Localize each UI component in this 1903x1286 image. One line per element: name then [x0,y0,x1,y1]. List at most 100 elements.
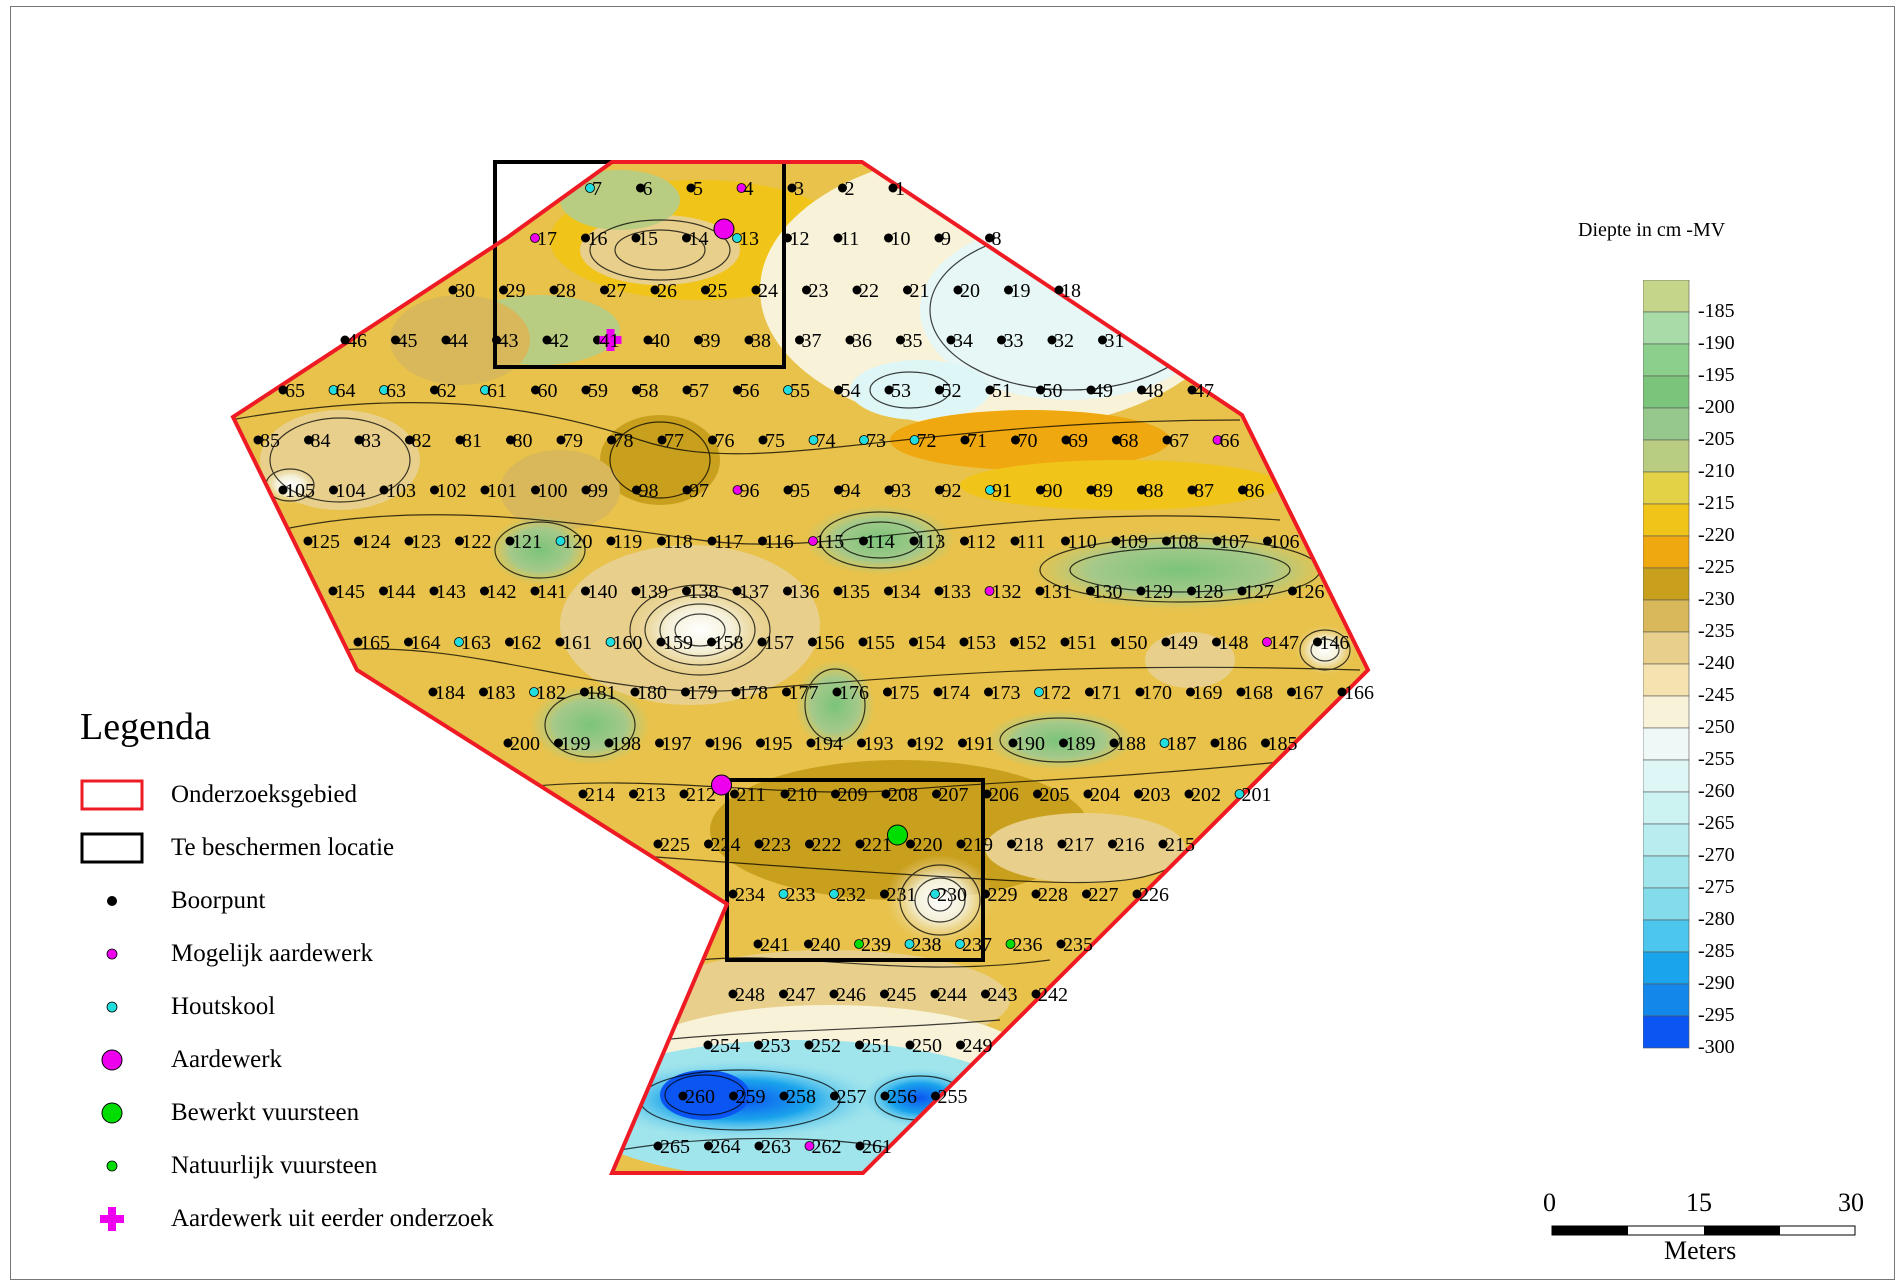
boorpunt-label: 96 [740,480,760,502]
boorpunt-label: 241 [760,934,790,956]
boorpunt-label: 239 [861,934,891,956]
boorpunt-28: 28 [549,280,576,302]
boorpunt-dot [679,789,689,799]
boorpunt-204: 204 [1083,784,1120,806]
boorpunt-19: 19 [1004,280,1031,302]
boorpunt-31: 31 [1098,330,1125,352]
boorpunt-63: 63 [379,380,406,402]
boorpunt-29: 29 [499,280,526,302]
boorpunt-244: 244 [930,984,967,1006]
legend-item: Te beschermen locatie [80,828,394,868]
boorpunt-95: 95 [783,480,810,502]
boorpunt-label: 17 [537,228,557,250]
boorpunt-108: 108 [1162,531,1199,553]
boorpunt-231: 231 [880,884,917,906]
boorpunt-dot [1111,536,1121,546]
depth-class-label: -290 [1698,972,1735,994]
boorpunt-232: 232 [829,884,866,906]
boorpunt-dot [682,233,691,243]
boorpunt-label: 128 [1194,581,1224,603]
boorpunt-158: 158 [707,632,744,654]
bewerkt-vuursteen-dot-icon [80,1096,144,1130]
boorpunt-label: 37 [802,330,822,352]
boorpunt-65: 65 [278,380,305,402]
boorpunt-84: 84 [304,430,331,452]
mogelijk-aardewerk-dot-icon [80,937,144,971]
boorpunt-label: 12 [790,228,810,250]
boorpunt-dot [1035,586,1045,596]
boorpunt-label: 229 [988,884,1018,906]
boorpunt-112: 112 [960,531,996,553]
boorpunt-label: 60 [538,380,558,402]
boorpunt-label: 93 [891,480,911,502]
boorpunt-label: 48 [1144,380,1164,402]
boorpunt-dot [1112,435,1121,445]
depth-class-swatch [1643,759,1690,793]
boorpunt-label: 86 [1245,480,1265,502]
boorpunt-114: 114 [859,531,895,553]
legend-item-label: Aardewerk uit eerder onderzoek [171,1205,494,1232]
boorpunt-171: 171 [1085,682,1122,704]
boorpunt-dot [682,385,692,395]
depth-class-label: -300 [1698,1036,1735,1058]
protected-location-south [725,778,985,962]
boorpunt-dot [430,485,439,495]
boorpunt-dot [1010,536,1020,546]
scalebar-label-30: 30 [1838,1188,1864,1217]
boorpunt-label: 32 [1054,330,1074,352]
boorpunt-label: 218 [1014,834,1044,856]
depth-class-label: -285 [1698,940,1735,962]
boorpunt-182: 182 [529,682,566,704]
boorpunt-label: 7 [592,178,602,200]
legend-item-label: Mogelijk aardewerk [171,940,374,967]
boorpunt-label: 259 [736,1086,766,1108]
boorpunt-label: 40 [650,330,670,352]
depth-class-label: -200 [1698,396,1735,418]
boorpunt-label: 91 [992,480,1012,502]
legend-item-label: Aardewerk [171,1046,283,1073]
boorpunt-label: 108 [1169,531,1199,553]
legend-item: Aardewerk [80,1040,282,1080]
boorpunt-label: 6 [643,178,653,200]
boorpunt-label: 231 [887,884,917,906]
boorpunt-237: 237 [955,934,992,956]
depth-class-label: -235 [1698,620,1735,642]
boorpunt-label: 111 [1017,531,1046,553]
boorpunt-dot [883,687,892,697]
boorpunt-71: 71 [960,430,987,452]
boorpunt-label: 192 [914,733,944,755]
boorpunt-label: 54 [841,380,861,402]
boorpunt-35: 35 [896,330,923,352]
boorpunt-dot [909,435,920,445]
boorpunt-label: 135 [840,581,870,603]
boorpunt-dot [946,335,956,345]
boorpunt-dot [787,183,797,193]
boorpunt-dot [858,637,868,647]
boorpunt-dot [757,637,767,647]
boorpunt-label: 255 [938,1086,968,1108]
boorpunt-dot [1061,536,1070,546]
boorpunt-dot [1132,889,1142,899]
boorpunt-dot [1162,536,1171,546]
boorpunt-label: 50 [1043,380,1063,402]
boorpunt-label: 209 [838,784,868,806]
boorpunt-219: 219 [956,834,993,856]
boorpunt-62: 62 [430,380,457,402]
boorpunt-label: 249 [963,1035,993,1057]
boorpunt-184: 184 [428,682,465,704]
boorpunt-label: 136 [790,581,820,603]
boorpunt-dot [758,536,767,546]
boorpunt-109: 109 [1111,531,1148,553]
boorpunt-68: 68 [1112,430,1139,452]
boorpunt-137: 137 [732,581,769,603]
boorpunt-195: 195 [756,733,793,755]
boorpunt-dot [1086,485,1096,495]
boorpunt-label: 263 [761,1136,791,1158]
boorpunt-dot [931,1091,940,1101]
boorpunt-1: 1 [888,178,905,200]
boorpunt-14: 14 [682,228,709,250]
houtskool-dot-icon [80,990,144,1024]
boorpunt-45: 45 [391,330,418,352]
boorpunt-label: 152 [1017,632,1047,654]
boorpunt-3: 3 [787,178,804,200]
